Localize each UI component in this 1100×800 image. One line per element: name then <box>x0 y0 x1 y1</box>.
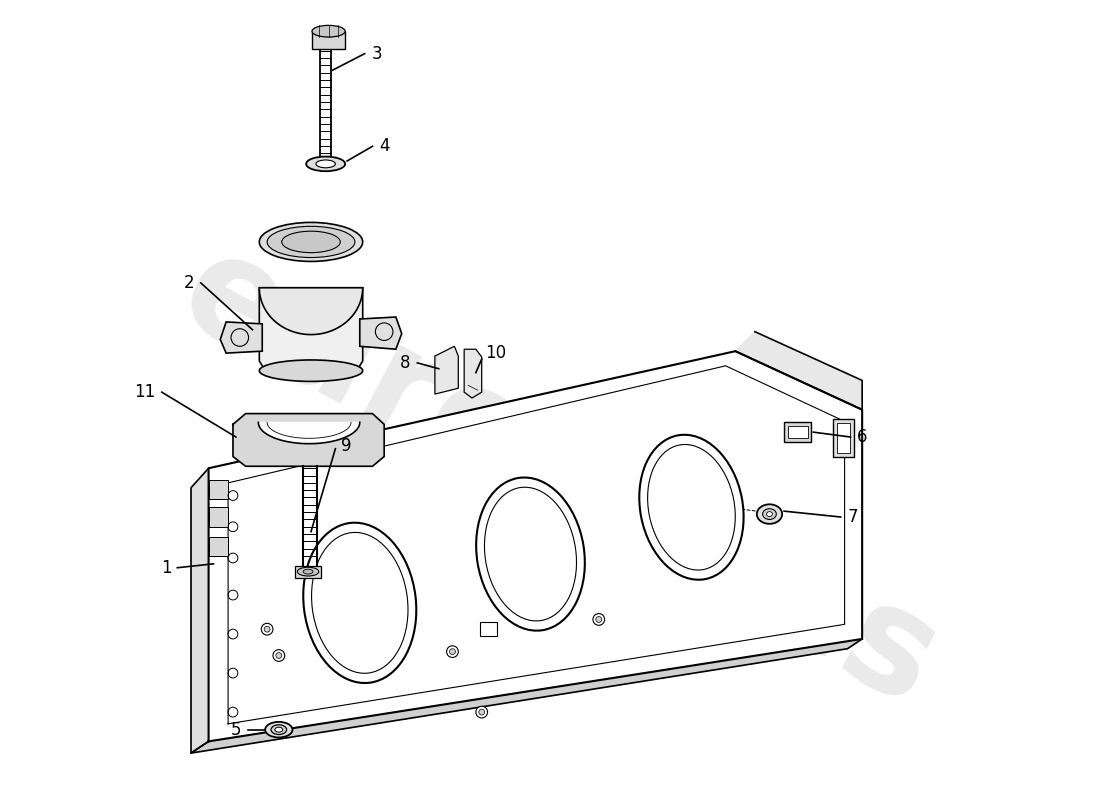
Polygon shape <box>220 322 262 353</box>
Polygon shape <box>191 639 862 753</box>
Polygon shape <box>464 350 482 398</box>
Polygon shape <box>191 468 209 753</box>
Ellipse shape <box>304 569 313 574</box>
Text: 7: 7 <box>847 508 858 526</box>
Bar <box>788 426 807 438</box>
Text: 2: 2 <box>184 274 194 292</box>
Circle shape <box>262 623 273 635</box>
Ellipse shape <box>275 727 283 732</box>
Bar <box>209 507 228 526</box>
Bar <box>209 480 228 499</box>
Circle shape <box>450 649 455 654</box>
Text: a parts  since 1985: a parts since 1985 <box>240 502 744 669</box>
Ellipse shape <box>297 567 319 576</box>
Circle shape <box>596 617 602 622</box>
Bar <box>209 537 228 556</box>
Ellipse shape <box>312 26 345 37</box>
Polygon shape <box>735 332 862 410</box>
Polygon shape <box>233 414 384 466</box>
Circle shape <box>476 706 487 718</box>
Ellipse shape <box>267 226 355 258</box>
Ellipse shape <box>762 509 777 519</box>
Polygon shape <box>360 317 401 350</box>
Bar <box>784 422 812 442</box>
Text: 1: 1 <box>161 558 172 577</box>
Text: 6: 6 <box>857 428 868 446</box>
Text: 8: 8 <box>400 354 410 372</box>
Circle shape <box>447 646 459 658</box>
Circle shape <box>264 626 270 632</box>
Bar <box>837 423 850 453</box>
Polygon shape <box>434 346 459 394</box>
Circle shape <box>593 614 605 626</box>
Ellipse shape <box>282 231 340 253</box>
Circle shape <box>273 650 285 662</box>
Bar <box>480 622 497 636</box>
Bar <box>296 566 321 578</box>
Ellipse shape <box>639 434 744 580</box>
Ellipse shape <box>476 478 585 630</box>
Polygon shape <box>260 288 363 334</box>
Text: 10: 10 <box>485 344 507 362</box>
Ellipse shape <box>306 157 345 171</box>
Ellipse shape <box>304 522 416 683</box>
Ellipse shape <box>271 725 287 734</box>
Text: 9: 9 <box>341 437 352 454</box>
Ellipse shape <box>265 722 293 738</box>
Ellipse shape <box>316 160 336 168</box>
Ellipse shape <box>757 504 782 524</box>
Text: 4: 4 <box>379 138 389 155</box>
Circle shape <box>478 709 485 715</box>
Text: europares: europares <box>158 220 961 736</box>
Text: 3: 3 <box>372 45 382 62</box>
Text: 11: 11 <box>134 383 155 401</box>
Bar <box>833 419 855 457</box>
Polygon shape <box>260 288 363 370</box>
Text: 5: 5 <box>230 721 241 738</box>
Ellipse shape <box>260 360 363 382</box>
Polygon shape <box>258 422 360 444</box>
Polygon shape <box>209 351 862 742</box>
Ellipse shape <box>260 222 363 262</box>
Bar <box>312 31 345 49</box>
Ellipse shape <box>767 512 772 517</box>
Circle shape <box>276 653 282 658</box>
